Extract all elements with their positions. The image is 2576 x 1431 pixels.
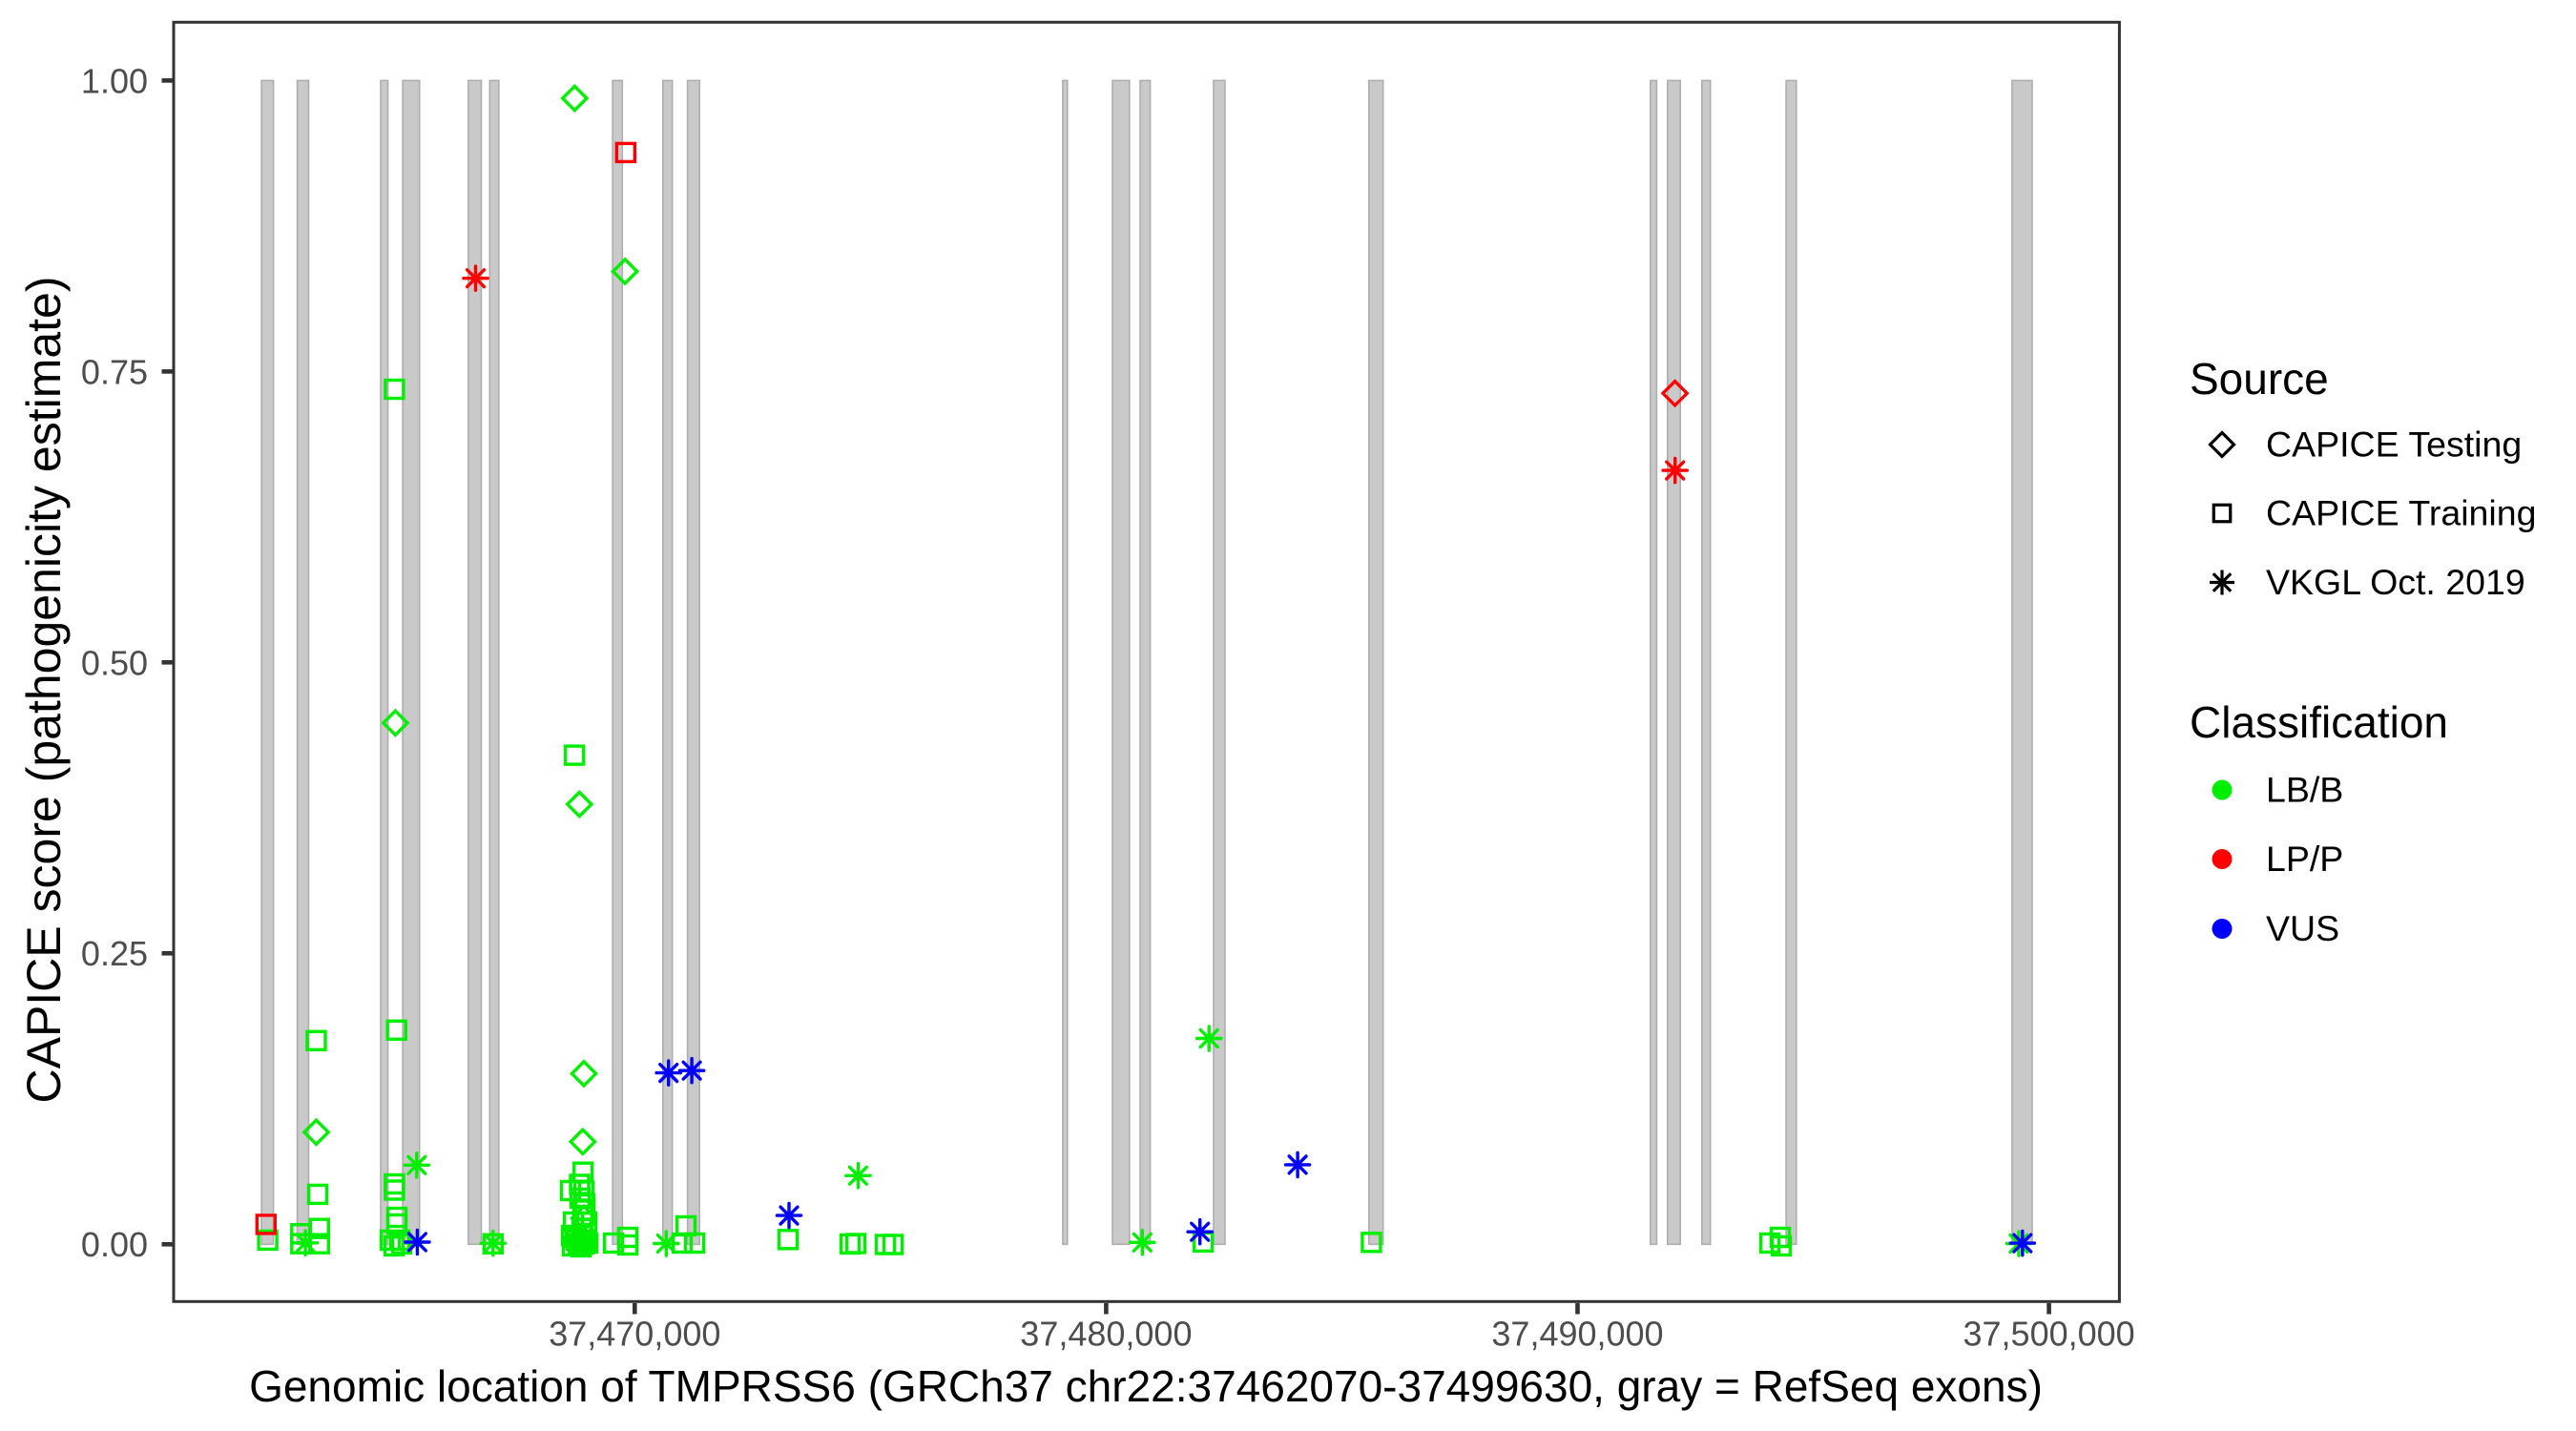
svg-text:1.00: 1.00	[81, 61, 148, 100]
svg-text:Genomic location of TMPRSS6 (G: Genomic location of TMPRSS6 (GRCh37 chr2…	[249, 1361, 2043, 1411]
svg-text:VKGL Oct. 2019: VKGL Oct. 2019	[2266, 562, 2525, 602]
svg-text:0.50: 0.50	[81, 643, 148, 682]
svg-text:LP/P: LP/P	[2266, 839, 2343, 879]
svg-text:Classification: Classification	[2190, 697, 2448, 747]
svg-text:0.00: 0.00	[81, 1225, 148, 1264]
svg-text:CAPICE Training: CAPICE Training	[2266, 493, 2536, 533]
svg-text:VUS: VUS	[2266, 908, 2339, 948]
svg-text:37,500,000: 37,500,000	[1963, 1315, 2135, 1354]
svg-text:Source: Source	[2190, 354, 2329, 404]
svg-text:CAPICE score (pathogenicity es: CAPICE score (pathogenicity estimate)	[17, 276, 71, 1103]
svg-text:CAPICE Testing: CAPICE Testing	[2266, 425, 2522, 465]
svg-text:37,490,000: 37,490,000	[1491, 1315, 1663, 1354]
svg-text:37,480,000: 37,480,000	[1020, 1315, 1192, 1354]
svg-text:0.75: 0.75	[81, 352, 148, 391]
svg-text:0.25: 0.25	[81, 934, 148, 973]
svg-text:37,470,000: 37,470,000	[549, 1315, 720, 1354]
svg-text:LB/B: LB/B	[2266, 770, 2343, 810]
